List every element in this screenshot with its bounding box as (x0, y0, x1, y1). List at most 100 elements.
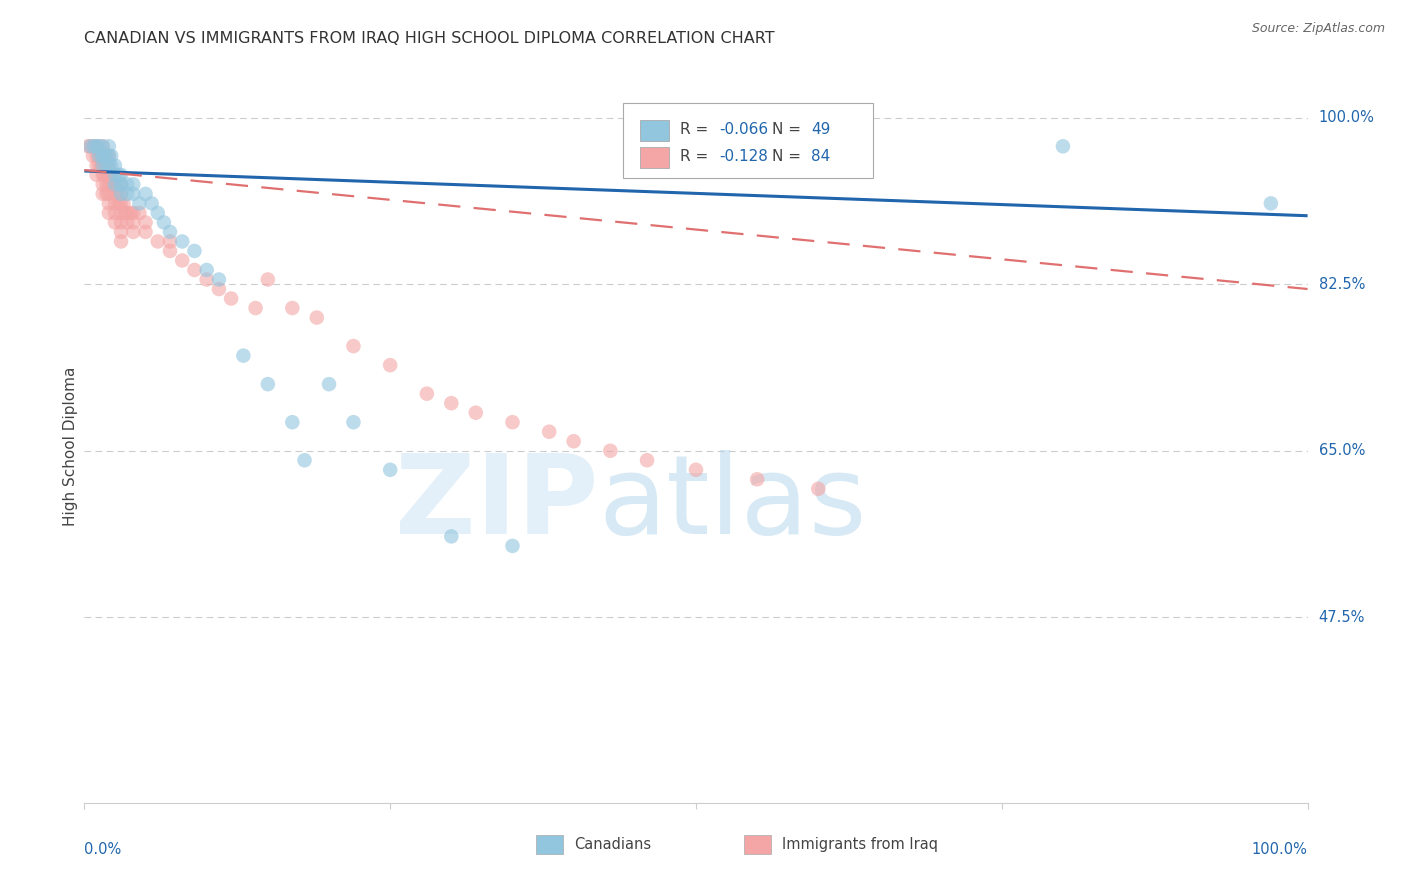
Point (562, 434, 585, 449)
Point (128, 206, 150, 220)
Point (141, 196, 163, 211)
Point (318, 377, 340, 392)
Point (281, 415, 304, 429)
Point (97, 186, 120, 201)
Point (146, 206, 169, 220)
Text: Source: ZipAtlas.com: Source: ZipAtlas.com (1251, 22, 1385, 36)
Point (110, 178, 132, 192)
Point (86, 149, 108, 163)
Point (96, 158, 118, 172)
Text: 84: 84 (811, 150, 830, 164)
Point (91, 186, 114, 201)
Point (104, 186, 127, 201)
Point (128, 196, 150, 211)
Point (110, 178, 132, 192)
Point (97, 149, 120, 163)
Text: Canadians: Canadians (574, 837, 651, 852)
Point (104, 178, 127, 192)
Point (172, 235, 194, 249)
Point (96, 168, 118, 182)
Point (342, 415, 364, 429)
Point (91, 139, 114, 153)
Point (159, 235, 181, 249)
Point (208, 272, 231, 286)
Point (77, 139, 100, 153)
Point (380, 463, 402, 477)
Point (115, 186, 138, 201)
Point (112, 196, 135, 211)
Text: Immigrants from Iraq: Immigrants from Iraq (782, 837, 938, 852)
Point (159, 244, 181, 258)
Point (294, 453, 316, 467)
Point (96, 149, 118, 163)
Point (195, 272, 218, 286)
Text: -0.066: -0.066 (720, 122, 768, 137)
Point (120, 206, 142, 220)
Text: atlas: atlas (598, 450, 866, 557)
Point (97, 206, 120, 220)
Point (1260, 196, 1282, 211)
Point (440, 529, 463, 543)
Point (91, 149, 114, 163)
Point (122, 206, 145, 220)
Point (97, 178, 120, 192)
Point (87, 158, 110, 172)
Text: 100.0%: 100.0% (1319, 111, 1375, 125)
Point (87, 139, 110, 153)
Point (281, 301, 304, 315)
Point (208, 282, 231, 296)
Point (122, 186, 145, 201)
Point (91, 149, 114, 163)
Text: 65.0%: 65.0% (1319, 443, 1365, 458)
Point (1052, 139, 1074, 153)
Point (115, 206, 138, 220)
Text: 47.5%: 47.5% (1319, 610, 1365, 624)
Point (89, 149, 111, 163)
Point (110, 225, 132, 239)
Point (135, 225, 157, 239)
Point (110, 186, 132, 201)
Point (172, 253, 194, 268)
Text: -0.128: -0.128 (720, 150, 768, 164)
Text: 0.0%: 0.0% (84, 842, 121, 856)
Point (104, 206, 127, 220)
Point (153, 215, 176, 229)
Point (82, 149, 104, 163)
FancyBboxPatch shape (640, 147, 669, 168)
Point (257, 377, 280, 392)
Point (83, 139, 105, 153)
Point (599, 443, 621, 458)
Point (91, 158, 114, 172)
Point (91, 178, 114, 192)
Point (97, 158, 120, 172)
Point (104, 168, 127, 182)
Point (305, 310, 328, 325)
Point (91, 158, 114, 172)
Text: N =: N = (772, 150, 806, 164)
Point (97, 196, 120, 211)
Text: ZIP: ZIP (395, 450, 598, 557)
FancyBboxPatch shape (623, 103, 873, 178)
Point (110, 178, 132, 192)
Point (100, 149, 122, 163)
Point (110, 215, 132, 229)
Point (110, 206, 132, 220)
Point (104, 196, 127, 211)
Point (195, 263, 218, 277)
Point (416, 386, 439, 401)
Point (110, 196, 132, 211)
Text: R =: R = (681, 122, 713, 137)
Point (100, 158, 122, 172)
Point (115, 178, 138, 192)
Point (183, 263, 205, 277)
Point (96, 186, 118, 201)
Point (502, 539, 524, 553)
Point (79, 139, 101, 153)
Point (107, 168, 129, 182)
Point (91, 149, 114, 163)
Point (86, 168, 108, 182)
Point (110, 168, 132, 182)
Point (97, 158, 120, 172)
Point (91, 139, 114, 153)
Point (91, 168, 114, 182)
